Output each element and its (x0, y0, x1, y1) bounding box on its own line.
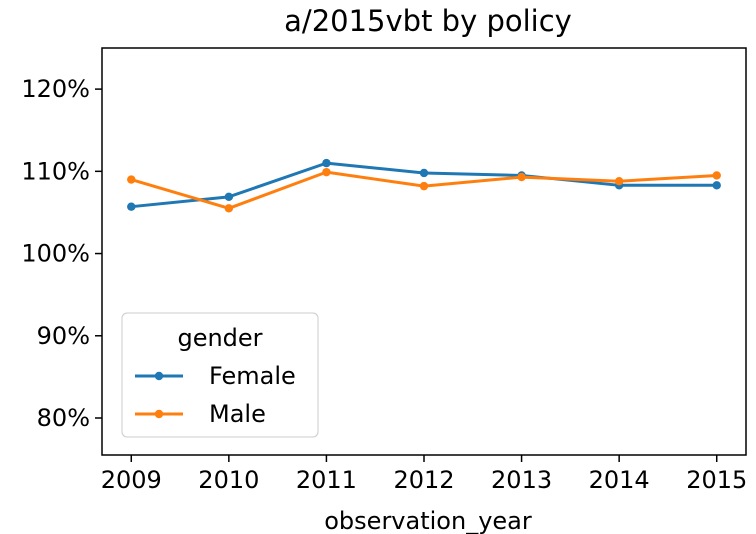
data-point-female (712, 181, 721, 190)
x-axis-title: observation_year (324, 507, 532, 534)
y-tick-label: 100% (21, 240, 90, 268)
legend-marker-female (154, 371, 164, 381)
data-point-female (224, 192, 234, 202)
legend-label-female: Female (209, 362, 296, 390)
data-point-male (614, 177, 624, 186)
data-point-male (517, 172, 526, 182)
data-point-male (127, 175, 136, 184)
legend: gender Female Male (121, 312, 319, 438)
y-tick-label: 110% (21, 157, 90, 185)
legend-items: Female Male (135, 362, 296, 428)
y-tick-label: 90% (37, 322, 90, 350)
x-tick-label: 2009 (101, 466, 162, 494)
data-point-female (127, 202, 136, 211)
x-tick-label: 2014 (589, 466, 650, 494)
data-point-male (712, 171, 721, 180)
x-tick-label: 2013 (491, 466, 552, 494)
data-point-male (419, 181, 429, 191)
x-tick-label: 2010 (198, 466, 259, 494)
y-tick-label: 80% (37, 404, 90, 432)
legend-label-male: Male (209, 400, 266, 428)
x-tick-label: 2015 (686, 466, 747, 494)
chart-title: a/2015vbt by policy (284, 4, 572, 38)
data-point-female (322, 158, 331, 168)
data-point-female (419, 168, 429, 178)
x-tick-label: 2012 (393, 466, 454, 494)
y-tick-label: 120% (21, 75, 90, 103)
data-point-male (224, 204, 234, 213)
plot-area: 80% 90% 100% 110% 120% 2009 2010 2011 2012 2013 20… (21, 47, 747, 494)
x-tick-label: 2011 (296, 466, 357, 494)
legend-title: gender (177, 324, 262, 352)
legend-marker-male (154, 409, 164, 419)
legend-box (121, 312, 319, 438)
data-point-male (322, 167, 331, 177)
